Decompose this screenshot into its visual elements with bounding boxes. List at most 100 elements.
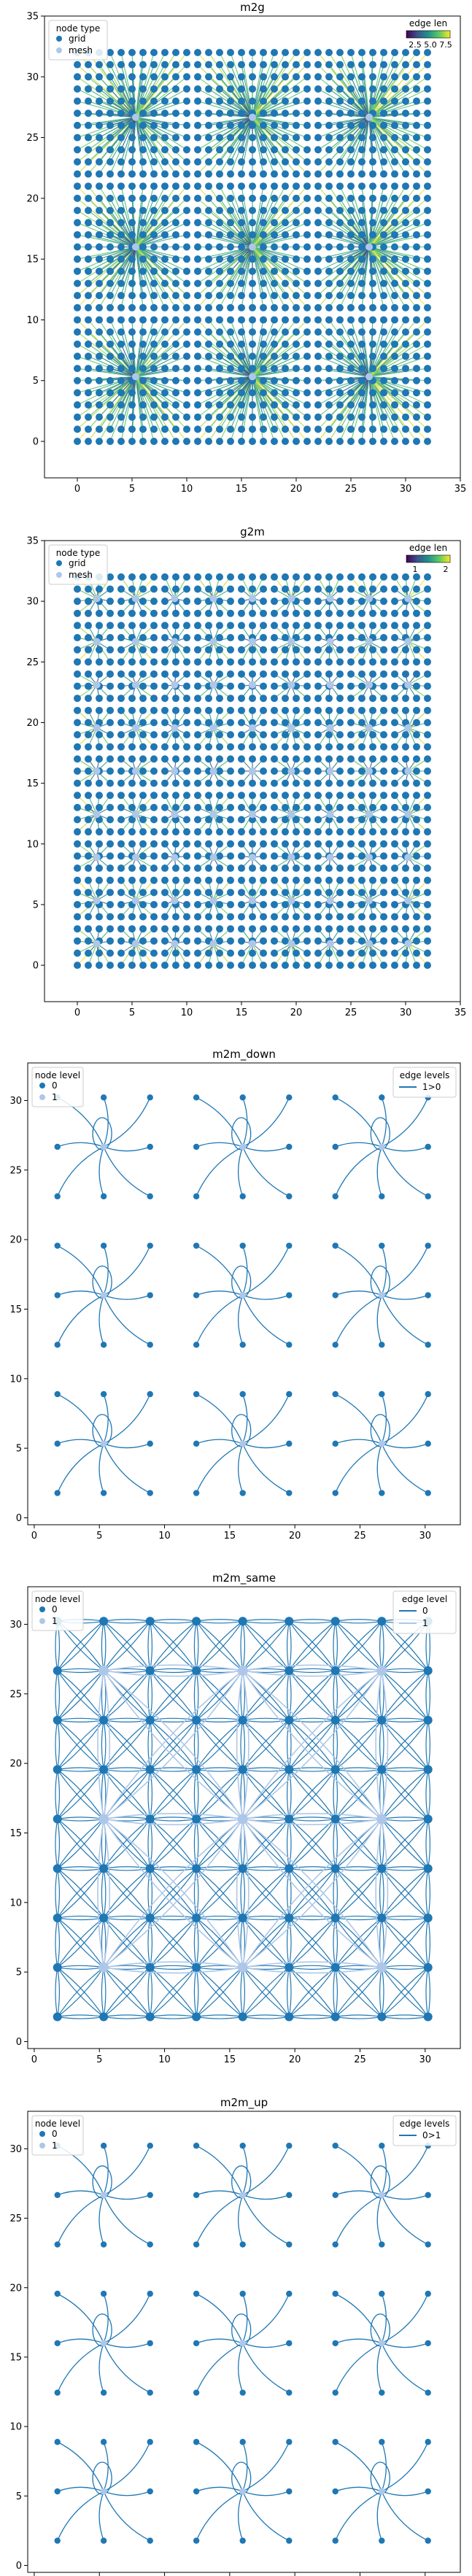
grid-node <box>336 121 344 129</box>
grid-node <box>194 913 201 921</box>
edge <box>196 1443 244 1493</box>
edge <box>335 1393 382 1444</box>
edge <box>98 222 136 247</box>
edge <box>252 246 308 272</box>
grid-node <box>293 658 300 666</box>
grid-node <box>325 779 333 787</box>
grid-node <box>424 865 431 873</box>
y-tick-label: 15 <box>26 778 39 789</box>
grid-node <box>271 803 278 811</box>
grid-node <box>205 97 212 105</box>
grid-node <box>249 231 256 239</box>
grid-node <box>358 73 365 81</box>
edge <box>57 1670 61 1720</box>
grid-node <box>227 876 234 884</box>
grid-node <box>303 755 311 763</box>
grid-node <box>249 828 256 836</box>
grid-node <box>96 243 103 251</box>
grid-node <box>96 438 103 446</box>
grid-node <box>260 609 267 617</box>
grid-node <box>347 622 355 630</box>
edge <box>88 234 136 248</box>
grid-node <box>107 97 114 105</box>
grid-node <box>128 194 136 202</box>
grid-node <box>161 779 169 787</box>
grid-node <box>271 48 278 56</box>
grid-node <box>413 585 420 593</box>
grid-node <box>325 121 333 129</box>
grid-node <box>150 365 158 373</box>
edge <box>103 1294 150 1300</box>
grid-node <box>424 803 431 811</box>
grid-node <box>85 401 92 409</box>
grid-node <box>303 731 311 739</box>
grid-node <box>249 876 256 884</box>
grid-node <box>249 255 256 263</box>
mesh-node <box>249 724 256 732</box>
grid-node <box>85 389 92 397</box>
grid-node <box>183 609 190 617</box>
edge <box>339 355 370 377</box>
mesh-node <box>93 595 101 603</box>
grid-node <box>249 840 256 848</box>
grid-node <box>347 743 355 751</box>
grid-node <box>216 316 223 324</box>
edge <box>103 1097 151 1148</box>
edge <box>57 1866 104 1869</box>
grid-node <box>74 658 81 666</box>
grid-node <box>183 121 190 129</box>
edge <box>196 1967 244 2018</box>
grid-node <box>260 731 267 739</box>
grid-node <box>336 194 344 202</box>
grid-node <box>216 389 223 397</box>
grid-node <box>282 803 289 811</box>
edge <box>196 2016 243 2019</box>
grid-node <box>107 365 114 373</box>
grid-node <box>216 706 223 714</box>
grid-node <box>380 682 387 690</box>
mesh-node <box>365 854 374 862</box>
grid-node <box>227 425 234 433</box>
grid-node <box>391 85 398 93</box>
edge <box>196 1917 199 1968</box>
edge <box>252 247 308 284</box>
grid-node <box>85 292 92 300</box>
edge <box>57 1817 104 1820</box>
grid-node <box>85 816 92 824</box>
edge <box>150 1717 197 1721</box>
grid-node <box>314 962 322 970</box>
grid-node <box>424 182 431 190</box>
mesh-node <box>365 595 374 603</box>
edge <box>57 1917 104 1968</box>
grid-node <box>271 876 278 884</box>
mesh-node <box>131 113 139 121</box>
edge <box>368 376 428 418</box>
grid-node <box>391 316 398 324</box>
edge <box>208 247 253 284</box>
grid-node <box>227 585 234 593</box>
edge <box>208 234 253 248</box>
grid-node <box>314 61 322 69</box>
grid-node <box>303 61 311 69</box>
grid-node <box>358 328 365 336</box>
grid-node <box>139 97 147 105</box>
grid-node <box>260 267 267 275</box>
legend-entry: 1 <box>52 1092 58 1102</box>
grid-node <box>314 634 322 642</box>
grid-node <box>74 889 81 897</box>
grid-node <box>238 962 245 970</box>
grid-node <box>336 328 344 336</box>
grid-node <box>391 840 398 848</box>
grid-node <box>216 937 223 945</box>
mesh-node <box>326 854 334 862</box>
grid-node <box>205 194 212 202</box>
grid-node <box>293 425 300 433</box>
grid-node <box>194 962 201 970</box>
grid-node <box>358 365 365 373</box>
grid-node <box>282 243 289 251</box>
grid-node <box>325 170 333 178</box>
grid-node <box>260 889 267 897</box>
edge <box>57 1917 104 1968</box>
grid-node <box>282 792 289 800</box>
edge <box>109 368 136 377</box>
